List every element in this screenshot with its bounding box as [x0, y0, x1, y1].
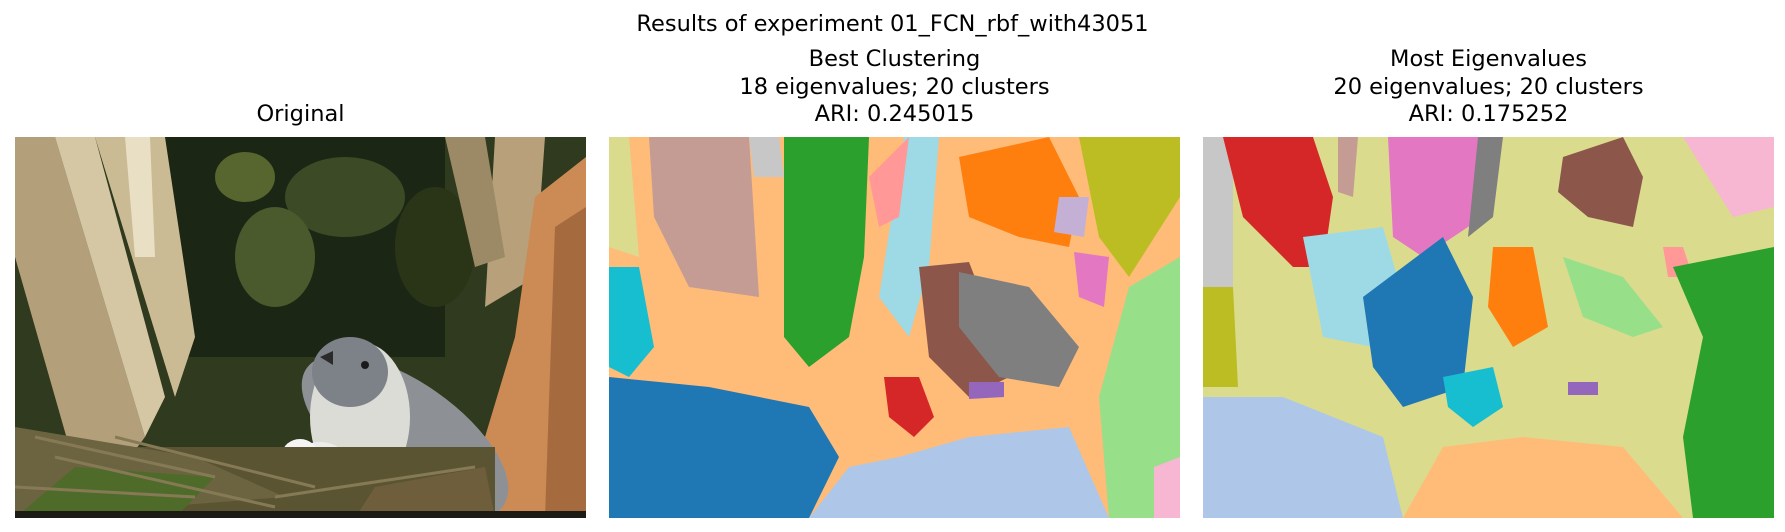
panel-best-title-line-2: 18 eigenvalues; 20 clusters	[739, 73, 1050, 100]
figure-suptitle: Results of experiment 01_FCN_rbf_with430…	[636, 11, 1149, 37]
best-clustering-image	[609, 137, 1180, 518]
panel-original-title: Original	[15, 101, 586, 129]
panel-most-title-line-3: ARI: 0.175252	[1408, 101, 1569, 127]
panel-best-title-line-3: ARI: 0.245015	[814, 101, 975, 127]
panel-most-title-line-1: Most Eigenvalues	[1390, 46, 1587, 72]
original-photo	[15, 137, 586, 518]
panel-most-title-line-2: 20 eigenvalues; 20 clusters	[1333, 73, 1644, 100]
panel-most-eigenvalues-title: Most Eigenvalues 20 eigenvalues; 20 clus…	[1203, 46, 1774, 129]
panel-original-title-line: Original	[256, 101, 345, 127]
panel-best-clustering-title: Best Clustering 18 eigenvalues; 20 clust…	[609, 46, 1180, 129]
most-eigenvalues-image	[1203, 137, 1774, 518]
panel-best-title-line-1: Best Clustering	[808, 46, 981, 72]
